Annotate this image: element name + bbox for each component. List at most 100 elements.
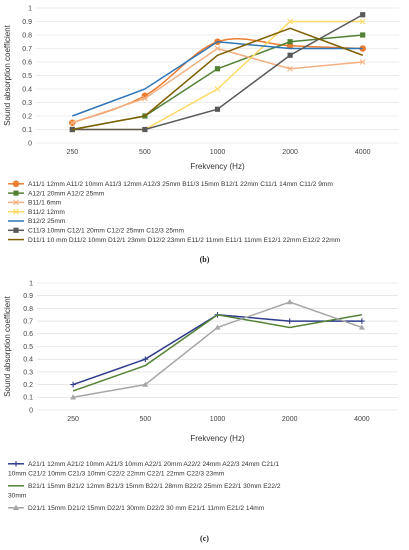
y-axis-label: Sound absorption coefficient xyxy=(3,295,12,397)
data-point xyxy=(360,32,366,38)
y-tick-label: 0.8 xyxy=(23,306,33,313)
data-point xyxy=(214,106,221,112)
panel-caption: (c) xyxy=(200,534,209,543)
legend-label: B11/1 6mm xyxy=(28,200,62,207)
data-point xyxy=(287,65,293,72)
legend-label: B21/1 15mm B21/2 12mm B21/3 15mm B22/1 2… xyxy=(8,483,281,500)
series xyxy=(69,38,367,127)
data-point xyxy=(142,126,148,133)
series xyxy=(72,27,363,131)
x-axis-label: Frekvency (Hz) xyxy=(190,434,245,443)
series xyxy=(69,12,366,133)
series xyxy=(69,45,366,126)
y-tick-label: 0.6 xyxy=(22,59,32,66)
data-point xyxy=(69,126,75,133)
data-point xyxy=(142,95,148,102)
y-tick-label: 1 xyxy=(28,5,32,12)
data-point xyxy=(142,356,149,362)
x-axis-label: Frekvency (Hz) xyxy=(190,162,245,171)
data-point xyxy=(286,299,293,305)
y-tick-label: 0 xyxy=(29,407,33,414)
legend-label: A21/1 12mm A21/2 10mm A21/3 10mm A22/1 2… xyxy=(8,461,279,478)
y-tick-label: 0.2 xyxy=(23,382,33,389)
data-point xyxy=(287,52,293,58)
data-point xyxy=(359,318,365,324)
series xyxy=(72,40,363,117)
legend-marker xyxy=(13,199,19,206)
legend-marker xyxy=(13,208,19,215)
y-tick-label: 0.1 xyxy=(22,127,32,134)
legend-label: A11/1 12mm A11/2 10mm A11/3 12mm A12/3 2… xyxy=(28,181,333,188)
data-point xyxy=(359,18,366,25)
legend-marker xyxy=(13,190,19,196)
data-point xyxy=(214,66,221,72)
y-tick-label: 0.4 xyxy=(23,357,33,364)
legend-entry: A11/1 12mm A11/2 10mm A11/3 12mm A12/3 2… xyxy=(8,180,333,188)
series xyxy=(72,313,363,392)
legend-entry: A21/1 12mm A21/2 10mm A21/3 10mm A22/1 2… xyxy=(8,461,279,478)
legend-entry: B12/2 25mm xyxy=(8,218,66,225)
data-point xyxy=(214,324,221,330)
legend-label: D21/1 15mm D21/2 15mm D22/1 30mm D22/2 3… xyxy=(28,505,265,512)
data-point xyxy=(70,394,77,400)
x-tick-label: 4000 xyxy=(355,149,371,156)
legend-entry: D11/1 10 mm D11/2 10mm D12/1 23mm D12/2 … xyxy=(8,237,341,244)
y-tick-label: 0.4 xyxy=(22,86,32,93)
legend-marker xyxy=(12,180,20,188)
y-tick-label: 0.8 xyxy=(22,32,32,39)
x-tick-label: 2000 xyxy=(282,149,298,156)
y-tick-label: 0.6 xyxy=(23,331,33,338)
y-tick-label: 1 xyxy=(29,280,33,287)
legend-marker xyxy=(13,461,19,467)
data-point xyxy=(70,381,76,388)
y-tick-label: 0 xyxy=(28,140,32,147)
legend-label: C11/3 10mm C12/1 20mm C12/2 25mm C12/3 2… xyxy=(28,228,184,235)
data-point xyxy=(358,324,365,330)
series-line xyxy=(72,313,363,392)
legend-entry: C11/3 10mm C12/1 20mm C12/2 25mm C12/3 2… xyxy=(8,228,184,235)
series xyxy=(70,299,365,400)
x-tick-label: 1000 xyxy=(210,416,226,423)
data-point xyxy=(69,119,76,126)
x-tick-label: 2000 xyxy=(282,416,298,423)
y-tick-label: 0.3 xyxy=(23,369,33,376)
legend-label: B11/2 12mm xyxy=(28,209,65,216)
legend-label: A12/1 20mm A12/2 25mm xyxy=(28,190,105,197)
y-tick-label: 0.5 xyxy=(22,73,32,80)
y-tick-label: 0.7 xyxy=(22,46,32,53)
data-point xyxy=(142,381,149,387)
series-line xyxy=(72,40,363,117)
legend-label: D11/1 10 mm D11/2 10mm D12/1 23mm D12/2 … xyxy=(28,237,341,244)
panel-caption: (b) xyxy=(200,255,210,264)
legend-entry: D21/1 15mm D21/2 15mm D22/1 30mm D22/2 3… xyxy=(8,504,265,512)
x-tick-label: 1000 xyxy=(210,149,226,156)
y-tick-label: 0.9 xyxy=(22,19,32,26)
legend-marker xyxy=(13,504,19,510)
x-tick-label: 500 xyxy=(139,149,151,156)
legend-entry: B11/2 12mm xyxy=(8,208,65,216)
data-point xyxy=(360,12,366,18)
data-point xyxy=(359,59,366,65)
data-point xyxy=(214,45,221,52)
data-point xyxy=(214,86,221,92)
legend-marker xyxy=(13,227,19,233)
series-line xyxy=(72,27,363,131)
y-tick-label: 0.2 xyxy=(22,113,32,120)
x-tick-label: 500 xyxy=(139,416,151,423)
y-tick-label: 0.1 xyxy=(23,395,33,402)
y-tick-label: 0.5 xyxy=(23,344,33,351)
data-point xyxy=(287,39,293,45)
x-tick-label: 250 xyxy=(66,149,78,156)
data-point xyxy=(287,18,293,25)
y-tick-label: 0.9 xyxy=(23,293,33,300)
x-tick-label: 250 xyxy=(67,416,79,423)
y-axis-label: Sound absorption coefficient xyxy=(3,24,12,126)
legend-entry: B21/1 15mm B21/2 12mm B21/3 15mm B22/1 2… xyxy=(8,483,281,500)
y-tick-label: 0.3 xyxy=(22,100,32,107)
x-tick-label: 4000 xyxy=(354,416,370,423)
legend-entry: A12/1 20mm A12/2 25mm xyxy=(8,190,105,197)
y-tick-label: 0.7 xyxy=(23,319,33,326)
legend-label: B12/2 25mm xyxy=(28,218,66,225)
series-line xyxy=(72,14,364,131)
